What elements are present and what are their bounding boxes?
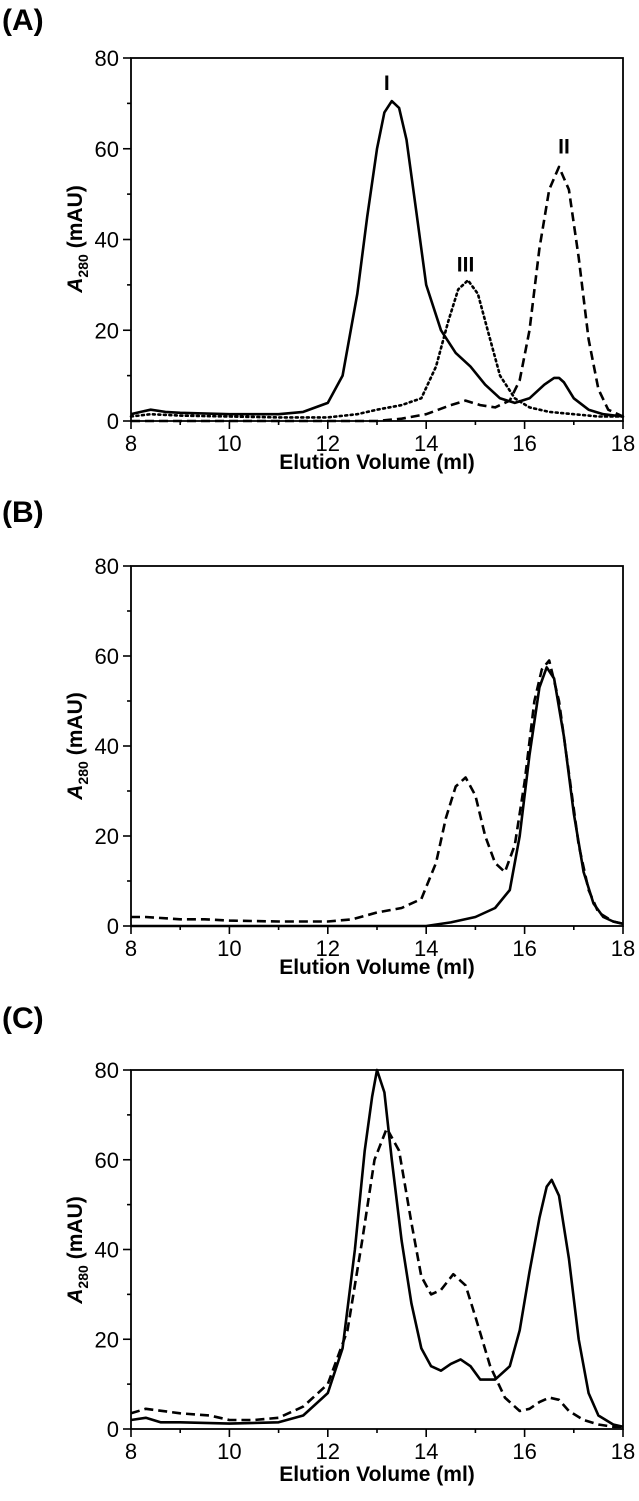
series-line-c-dashed: [130, 1127, 623, 1429]
x-axis-title-b: Elution Volume (ml): [279, 956, 475, 979]
y-tick-label-a-20: 20: [95, 318, 119, 343]
y-tick-label-c-60: 60: [95, 1148, 119, 1173]
x-tick-label-a-14: 14: [414, 431, 438, 456]
y-tick-label-b-0: 0: [107, 914, 119, 939]
y-tick-label-c-80: 80: [95, 1058, 119, 1083]
y-tick-label-c-0: 0: [107, 1417, 119, 1442]
series-line-b-solid: [131, 666, 624, 928]
x-tick-label-a-16: 16: [512, 431, 536, 456]
peak-label-a-2: II: [558, 135, 570, 158]
x-tick-label-b-10: 10: [217, 936, 241, 961]
y-axis-title-main-a: A: [64, 278, 87, 294]
x-tick-label-c-12: 12: [316, 1439, 340, 1464]
series-line-a-dashed: [131, 165, 624, 423]
y-axis-title-unit-b: (mAU): [64, 692, 87, 755]
x-tick-label-b-16: 16: [512, 936, 536, 961]
panel-b: (B) 8 10 12 14 16 18 0 20 40 60 80 Elution Volume …: [2, 496, 635, 979]
panel-c: (C) 8 10 12 14 16 18 0 20 40 60 80 Elution Volume …: [2, 1002, 635, 1486]
panel-letter-b: (B): [2, 496, 44, 529]
x-tick-label-b-18: 18: [611, 936, 635, 961]
y-tick-label-b-80: 80: [95, 554, 119, 579]
plot-area-b: 8 10 12 14 16 18 0 20 40 60 80: [95, 554, 636, 961]
plot-frame-a: [130, 57, 624, 422]
y-axis-title-unit-a: (mAU): [64, 185, 87, 248]
plot-frame-b: [130, 565, 624, 927]
x-tick-label-c-10: 10: [217, 1439, 241, 1464]
y-tick-label-c-20: 20: [95, 1327, 119, 1352]
x-tick-label-b-8: 8: [125, 936, 137, 961]
y-tick-label-a-80: 80: [95, 46, 119, 71]
x-axis-title-a: Elution Volume (ml): [279, 451, 475, 474]
y-axis-title-unit-c: (mAU): [64, 1196, 87, 1259]
y-tick-label-a-40: 40: [95, 228, 119, 253]
x-tick-label-a-8: 8: [125, 431, 137, 456]
y-tick-label-a-60: 60: [95, 137, 119, 162]
series-line-b-dashed: [131, 659, 624, 926]
plot-area-c: 8 10 12 14 16 18 0 20 40 60 80: [95, 1058, 636, 1464]
y-axis-title-c: A280 (mAU): [64, 1196, 91, 1305]
peak-label-a-0: I: [384, 72, 390, 95]
y-axis-title-main-b: A: [64, 785, 87, 801]
y-axis-title-main-c: A: [64, 1289, 87, 1305]
y-axis-title-sub-b: 280: [75, 761, 91, 785]
x-tick-label-c-14: 14: [414, 1439, 438, 1464]
series-line-c-solid: [130, 1068, 624, 1429]
x-tick-label-a-12: 12: [316, 431, 340, 456]
y-axis-title-a: A280 (mAU): [64, 185, 91, 294]
y-axis-title-sub-a: 280: [75, 254, 91, 278]
y-axis-title-b: A280 (mAU): [64, 692, 91, 801]
y-tick-label-b-40: 40: [95, 734, 119, 759]
peak-label-a-1: III: [457, 253, 475, 276]
x-tick-label-a-10: 10: [217, 431, 241, 456]
x-tick-label-c-18: 18: [611, 1439, 635, 1464]
series-line-a-dotted: [129, 279, 625, 419]
x-tick-label-b-14: 14: [414, 936, 438, 961]
x-tick-label-b-12: 12: [316, 936, 340, 961]
y-tick-label-c-40: 40: [95, 1238, 119, 1263]
y-tick-label-a-0: 0: [107, 409, 119, 434]
panel-letter-a: (A): [2, 4, 44, 37]
x-tick-label-c-16: 16: [512, 1439, 536, 1464]
series-line-a-solid: [130, 99, 624, 418]
x-tick-label-a-18: 18: [611, 431, 635, 456]
y-tick-label-b-20: 20: [95, 824, 119, 849]
panel-letter-c: (C): [2, 1002, 44, 1035]
x-tick-label-c-8: 8: [125, 1439, 137, 1464]
plot-frame-c: [130, 1069, 624, 1430]
y-tick-label-b-60: 60: [95, 644, 119, 669]
x-axis-title-c: Elution Volume (ml): [279, 1463, 475, 1486]
y-axis-title-sub-c: 280: [75, 1265, 91, 1289]
